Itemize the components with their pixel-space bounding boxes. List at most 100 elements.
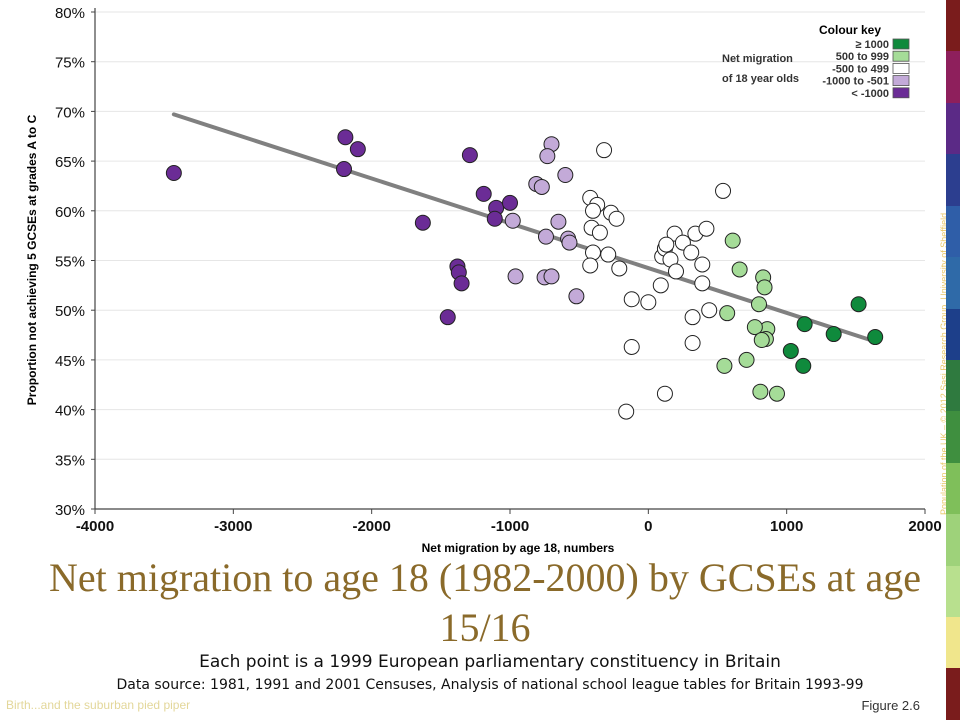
color-bar-segment [946,565,960,618]
data-point [623,338,640,355]
color-bar-segment [946,0,960,52]
y-tick-label: 40% [55,403,85,420]
color-bar-segment [946,462,960,515]
data-point [782,342,799,359]
data-point [585,244,601,261]
data-point [539,148,556,165]
data-point [439,309,456,326]
color-bar-segment [946,205,960,258]
color-bar-segment [946,102,960,155]
data-point [475,185,492,202]
legend-swatch [892,50,910,62]
footer-book-title: Birth...and the suburban pied piper [6,698,191,712]
legend-entry-label: < -1000 [851,88,889,100]
data-point [349,141,366,158]
data-point [618,403,635,420]
data-point [336,161,352,178]
data-point [753,332,770,349]
data-point [715,182,732,199]
data-point [568,288,585,305]
data-point [623,291,640,308]
data-point [867,329,884,346]
data-point [461,147,478,164]
legend-swatch [892,63,910,74]
data-point [652,277,669,294]
x-tick-label: -1000 [491,518,529,535]
data-point [504,212,521,229]
x-tick-label: -2000 [352,518,390,535]
y-tick-labels: 30% 35% 40% 45% 50% 55% 60% 65% 70% 75% 80% [55,5,85,519]
data-point [533,178,550,195]
color-bar-segment [946,257,960,309]
data-point [640,294,657,311]
data-point [668,263,684,280]
legend-entry-label: 500 to 999 [836,51,889,63]
data-point [756,279,773,296]
data-point [825,326,842,343]
data-point [796,316,813,333]
legend-label-line-2: of 18 year olds [722,73,799,85]
data-point [656,385,673,402]
data-point [561,234,578,251]
data-source-note: Data source: 1981, 1991 and 2001 Censuse… [116,677,864,693]
data-point [453,275,470,292]
data-point [611,260,628,277]
axes [91,8,926,514]
y-tick-label: 30% [55,502,85,519]
y-axis-label: Proportion not achieving 5 GCSEs at grad… [25,114,39,405]
x-tick-label: -4000 [76,518,114,535]
data-point [795,357,812,374]
color-bar-segment [946,668,960,720]
data-point [684,309,701,326]
color-bar-segment [946,411,960,463]
decorative-color-bar [946,0,960,720]
data-point [731,261,748,278]
legend-swatch [892,87,910,99]
color-bar-segment [946,514,960,566]
data-point [658,236,675,253]
trend-line-group [171,112,879,345]
data-point [850,296,867,313]
data-point [684,335,701,352]
slide-title: Net migration to age 18 (1982-2000) by G… [48,555,922,650]
data-point [502,194,518,211]
data-point [486,210,503,227]
data-point [751,296,767,313]
x-axis-label: Net migration by age 18, numbers [422,541,615,555]
color-bar-segment [946,308,960,360]
data-point [591,224,608,241]
data-point [507,268,524,285]
y-tick-label: 65% [55,154,85,171]
legend-title: Colour key [819,23,881,37]
data-point [738,351,755,368]
data-point [746,319,763,336]
data-point [608,210,625,227]
data-point [585,202,601,219]
data-point [701,302,718,319]
data-point [557,167,574,184]
color-bar-segment [946,359,960,412]
legend-label-line-1: Net migration [722,53,793,65]
slide-subtitle: Each point is a 1999 European parliament… [199,652,781,672]
data-point [698,220,715,237]
figure-number: Figure 2.6 [861,698,920,713]
y-tick-label: 45% [55,353,85,370]
data-point [768,385,785,402]
legend-entry-label: ≥ 1000 [855,39,889,51]
y-tick-label: 80% [55,5,85,22]
legend: Colour key Net migration of 18 year olds… [722,23,910,100]
y-tick-label: 35% [55,452,85,469]
trend-line [171,112,879,345]
y-tick-label: 55% [55,254,85,271]
data-point [719,305,736,322]
color-bar-segment [946,617,960,669]
grid-lines [95,11,925,460]
color-bar-segment [946,154,960,206]
y-tick-label: 60% [55,204,85,221]
y-tick-label: 75% [55,55,85,72]
data-point [683,244,700,261]
scatter-chart: 30%35%40%45%50%55%60%65%70%75%80% -4000-… [25,5,942,555]
data-point [716,357,733,374]
data-point [537,228,554,245]
x-tick-label: 1000 [770,518,803,535]
